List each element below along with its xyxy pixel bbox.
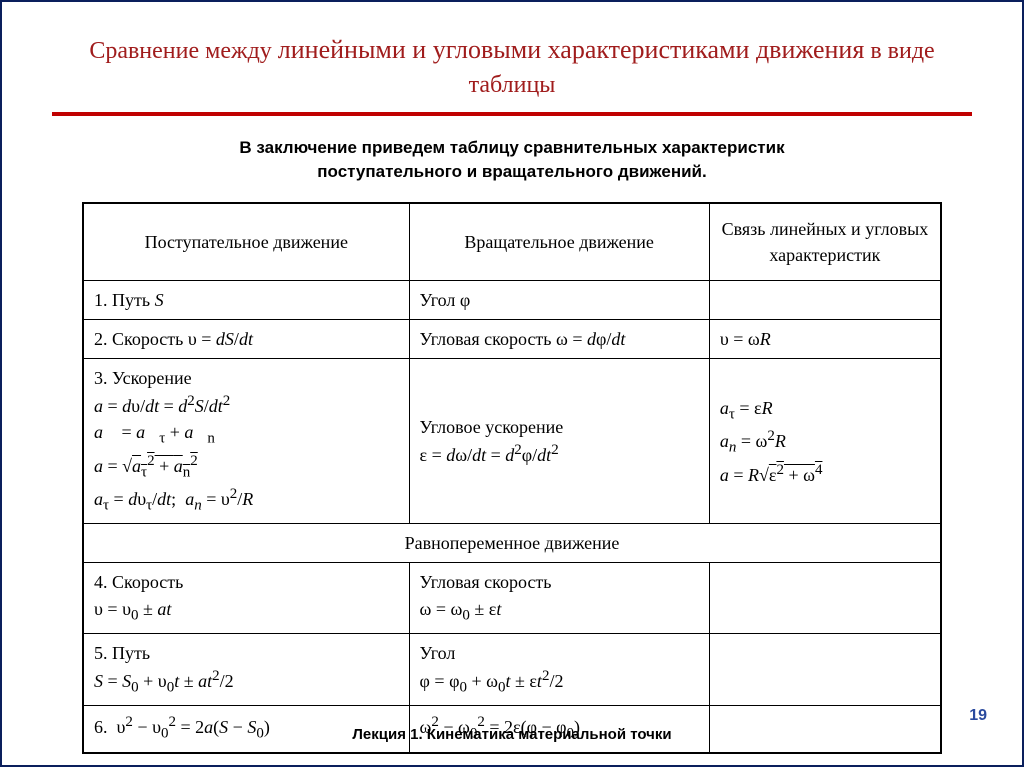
cell: 5. ПутьS = S0 + υ0t ± at2/2 [83, 633, 409, 705]
cell [709, 633, 941, 705]
col-header-angular: Вращательное движение [409, 203, 709, 281]
cell: 4. Скоростьυ = υ0 ± at [83, 563, 409, 633]
cell: Угол φ [409, 280, 709, 319]
cell [709, 563, 941, 633]
cell: 3. Ускорениеa = dυ/dt = d2S/dt2a⃗ = a⃗τ … [83, 359, 409, 524]
comparison-table: Поступательное движение Вращательное дви… [82, 202, 942, 754]
page-number: 19 [969, 707, 987, 725]
cell: 1. Путь S [83, 280, 409, 319]
section-row: Равнопеременное движение [83, 524, 941, 563]
title-rule [52, 112, 972, 116]
slide-subtitle: В заключение приведем таблицу сравнитель… [52, 136, 972, 184]
section-label: Равнопеременное движение [83, 524, 941, 563]
cell: Угловая скорость ω = dφ/dt [409, 320, 709, 359]
table-row: 4. Скоростьυ = υ0 ± at Угловая скоростьω… [83, 563, 941, 633]
slide-title: Сравнение между линейными и угловыми хар… [52, 32, 972, 102]
table-row: 3. Ускорениеa = dυ/dt = d2S/dt2a⃗ = a⃗τ … [83, 359, 941, 524]
cell: υ = ωR [709, 320, 941, 359]
table-row: 5. ПутьS = S0 + υ0t ± at2/2 Уголφ = φ0 +… [83, 633, 941, 705]
cell: Угловое ускорениеε = dω/dt = d2φ/dt2 [409, 359, 709, 524]
cell: Угловая скоростьω = ω0 ± εt [409, 563, 709, 633]
table-row: 1. Путь S Угол φ [83, 280, 941, 319]
cell [709, 280, 941, 319]
cell: aτ = εRan = ω2Ra = R√ε2 + ω4 [709, 359, 941, 524]
cell: Уголφ = φ0 + ω0t ± εt2/2 [409, 633, 709, 705]
footer-lecture: Лекция 1. Кинематика материальной точки [2, 726, 1022, 743]
table-row: 2. Скорость υ = dS/dt Угловая скорость ω… [83, 320, 941, 359]
col-header-relation: Связь линейных и угловых характеристик [709, 203, 941, 281]
col-header-linear: Поступательное движение [83, 203, 409, 281]
cell: 2. Скорость υ = dS/dt [83, 320, 409, 359]
